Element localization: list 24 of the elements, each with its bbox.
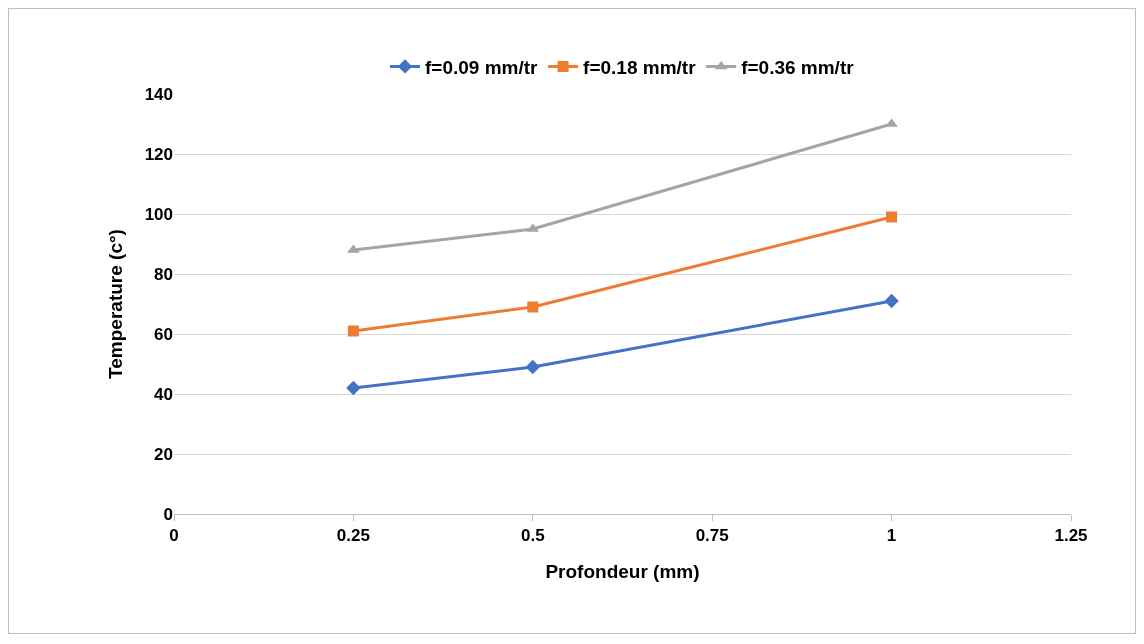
x-tick-label: 0.25 [336, 526, 370, 546]
y-tick-label: 120 [144, 144, 173, 164]
point [346, 380, 361, 396]
legend-label: f=0.36 mm/tr [741, 56, 855, 78]
point [525, 359, 540, 375]
y-tick-label: 40 [154, 384, 173, 404]
x-axis-title: Profondeur (mm) [545, 561, 700, 583]
x-tick-label: 0.5 [520, 526, 545, 546]
y-tick-label: 0 [163, 504, 173, 524]
y-tick-label: 140 [144, 84, 173, 104]
point [347, 325, 359, 337]
y-tick-label: 60 [154, 324, 173, 344]
y-tick-label: 100 [144, 204, 173, 224]
legend-label: f=0.18 mm/tr [583, 56, 697, 78]
legend-label: f=0.09 mm/tr [425, 56, 539, 78]
point [884, 293, 899, 309]
x-tick-label: 1 [886, 526, 897, 546]
x-tick-label: 1.25 [1054, 526, 1088, 546]
x-tick-label: 0.75 [695, 526, 729, 546]
point [527, 301, 539, 313]
y-tick-label: 20 [154, 444, 173, 464]
y-axis-title: Temperature (c°) [105, 229, 127, 379]
point [886, 211, 898, 223]
y-tick-label: 80 [154, 264, 173, 284]
